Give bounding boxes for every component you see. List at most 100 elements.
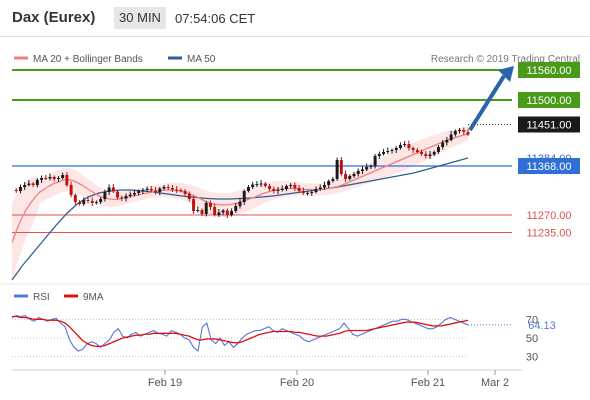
resistance-2-tag	[518, 62, 580, 78]
price-candle	[373, 156, 377, 166]
rsi-legend-label: RSI	[33, 292, 50, 303]
price-candle	[107, 187, 111, 192]
oscillator-ytick: 70	[526, 314, 538, 326]
price-candle	[221, 210, 225, 213]
ma20-legend-label: MA 20 + Bollinger Bands	[33, 54, 143, 65]
resistance-2-value: 11560.00	[526, 65, 571, 77]
price-candle	[52, 177, 56, 179]
price-candle	[44, 178, 48, 179]
price-candle	[344, 174, 348, 179]
price-candle	[293, 185, 297, 188]
ma9-legend-label: 9MA	[83, 292, 104, 303]
price-candle	[213, 207, 217, 215]
price-candle	[56, 178, 60, 179]
price-candle	[263, 183, 267, 186]
price-candle	[132, 193, 136, 195]
price-candle	[322, 185, 326, 188]
price-candle	[217, 212, 221, 215]
pivot-tag	[518, 158, 580, 174]
price-candle	[331, 179, 335, 181]
price-candle	[204, 203, 208, 214]
price-candle	[462, 130, 466, 132]
price-candle	[445, 140, 449, 143]
price-candle	[103, 192, 107, 199]
ma50-legend-label: MA 50	[187, 54, 216, 65]
price-candle	[31, 183, 35, 185]
x-tick-label: Feb 20	[280, 377, 314, 389]
price-candle	[377, 154, 381, 156]
price-candle	[458, 130, 462, 131]
price-candle	[415, 150, 419, 152]
price-candle	[141, 190, 145, 191]
price-candle	[65, 175, 69, 185]
header-bar: Dax (Eurex) 30 MIN 07:54:06 CET	[0, 0, 590, 38]
price-candle	[124, 196, 128, 199]
price-candle	[48, 177, 52, 179]
price-candle	[137, 191, 141, 193]
price-candle	[314, 189, 318, 192]
price-candle	[297, 188, 301, 191]
price-candle	[238, 202, 242, 206]
price-candle	[86, 200, 90, 201]
price-candle	[411, 148, 415, 150]
price-candle	[120, 197, 124, 199]
key-level-value: 11451.00	[526, 120, 571, 132]
price-candle	[369, 166, 373, 167]
chart-credit: Research © 2019 Trading Central	[431, 54, 580, 65]
price-candle	[306, 193, 310, 194]
price-candle	[424, 154, 428, 156]
price-candle	[284, 186, 288, 189]
price-candle	[403, 144, 407, 145]
price-candle	[192, 199, 196, 211]
price-candle	[390, 150, 394, 151]
price-candle	[339, 160, 343, 174]
price-candle	[111, 187, 115, 192]
price-candle	[242, 191, 246, 202]
price-candle	[166, 187, 170, 188]
price-candle	[398, 145, 402, 148]
price-candle	[251, 184, 255, 187]
price-candle	[365, 167, 369, 170]
price-candle	[276, 190, 280, 191]
price-candle	[441, 142, 445, 147]
price-candle	[466, 132, 470, 135]
ma9-line	[12, 315, 469, 348]
price-candle	[289, 185, 293, 186]
resistance-1-value: 11500.00	[526, 95, 571, 107]
price-candle	[40, 178, 44, 180]
oscillator-ytick: 50	[526, 333, 538, 345]
price-candle	[196, 210, 200, 211]
price-candle	[128, 194, 132, 196]
price-candle	[162, 187, 166, 189]
price-candle	[187, 194, 191, 199]
price-candle	[348, 176, 352, 179]
timeframe-selector[interactable]: 30 MIN	[114, 7, 166, 29]
price-candle	[268, 186, 272, 189]
price-candle	[310, 192, 314, 193]
price-candle	[18, 187, 22, 191]
price-candle	[352, 174, 356, 176]
price-candle	[149, 189, 153, 191]
support-2-value: 11235.00	[526, 228, 571, 240]
rsi-line	[11, 315, 469, 353]
price-candle	[382, 152, 386, 154]
x-tick-label: Feb 19	[148, 377, 182, 389]
price-candle	[356, 171, 360, 174]
forecast-arrow-head	[498, 66, 514, 82]
price-candle	[453, 131, 457, 135]
price-candle	[170, 188, 174, 190]
price-candle	[432, 152, 436, 155]
pivot-value: 11368.00	[526, 161, 571, 173]
price-candle	[69, 185, 73, 195]
price-candle	[23, 185, 27, 187]
key-level-tag	[518, 116, 580, 133]
price-candle	[90, 201, 94, 203]
price-candle	[246, 187, 250, 191]
price-candle	[318, 187, 322, 189]
price-candle	[179, 190, 183, 191]
price-candle	[420, 152, 424, 154]
oscillator-ytick: 30	[526, 352, 538, 364]
price-candle	[272, 189, 276, 191]
price-candle	[94, 202, 98, 203]
